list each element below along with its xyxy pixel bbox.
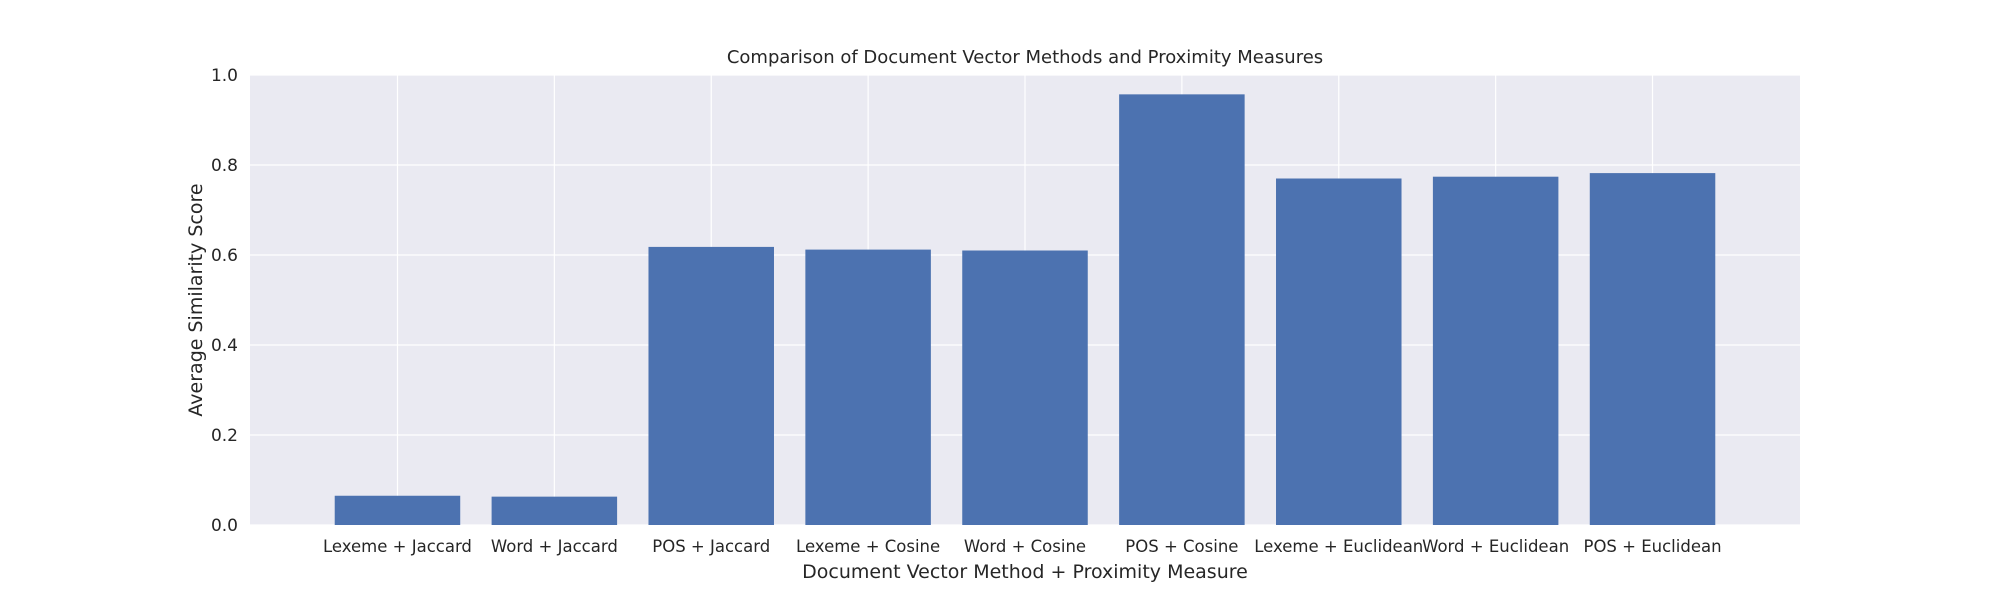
bar	[1276, 178, 1402, 525]
bar	[648, 246, 774, 525]
y-tick-label: 0.6	[211, 246, 238, 266]
bar	[1119, 94, 1245, 525]
y-tick-label: 0.8	[211, 156, 238, 176]
x-tick-label: Word + Cosine	[964, 537, 1086, 556]
x-axis-label: Document Vector Method + Proximity Measu…	[802, 561, 1248, 583]
bar	[1589, 173, 1716, 525]
bar	[491, 496, 618, 525]
x-tick-label: Word + Euclidean	[1422, 537, 1569, 556]
y-tick-label: 0.0	[211, 516, 238, 536]
bar	[805, 249, 931, 525]
bars	[334, 94, 1716, 525]
y-tick-label: 0.4	[211, 336, 238, 356]
y-tick-labels: 0.0 0.2 0.4 0.6 0.8 1.0	[211, 66, 238, 536]
x-tick-labels: Lexeme + Jaccard Word + Jaccard POS + Jacc…	[323, 537, 1722, 556]
x-tick-label: POS + Jaccard	[652, 537, 770, 556]
x-tick-label: Lexeme + Cosine	[796, 537, 940, 556]
y-tick-label: 0.2	[211, 426, 238, 446]
y-axis-label: Average Similarity Score	[185, 183, 207, 416]
bar	[334, 495, 461, 525]
x-tick-label: Lexeme + Euclidean	[1254, 537, 1423, 556]
x-tick-label: Lexeme + Jaccard	[323, 537, 472, 556]
x-tick-label: POS + Cosine	[1125, 537, 1238, 556]
chart-title: Comparison of Document Vector Methods an…	[727, 47, 1323, 68]
x-tick-label: POS + Euclidean	[1584, 537, 1722, 556]
bar	[1432, 176, 1559, 525]
x-tick-label: Word + Jaccard	[491, 537, 618, 556]
y-tick-label: 1.0	[211, 66, 238, 86]
bar	[962, 250, 1088, 525]
